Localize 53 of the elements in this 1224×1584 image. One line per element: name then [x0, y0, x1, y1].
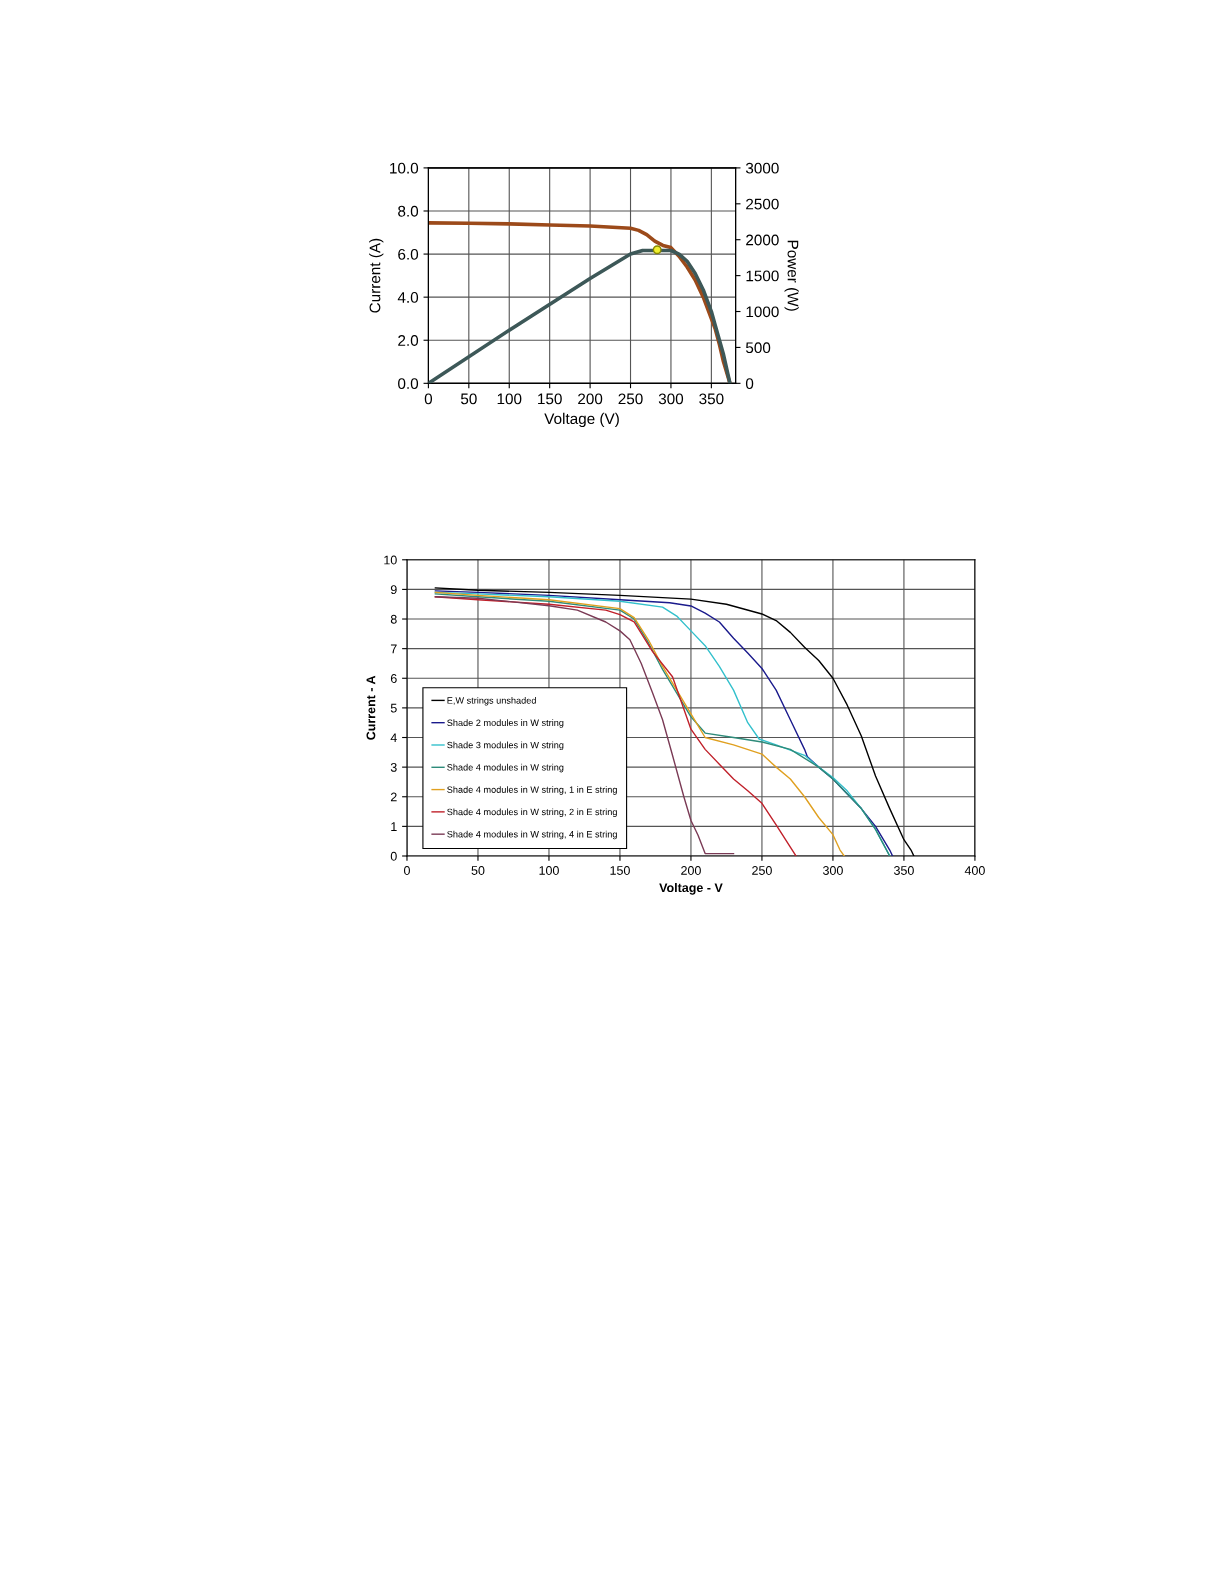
y-tick-label: 8.0 — [398, 205, 419, 217]
x-tick-label: 50 — [460, 393, 477, 405]
y-tick-label: 2 — [390, 792, 397, 802]
legend-label: Shade 4 modules in W string, 2 in E string — [447, 808, 617, 817]
y-axis-title: Current - A — [366, 675, 376, 740]
y-tick-label: 4.0 — [397, 292, 419, 303]
y-tick-label: 2.0 — [398, 335, 419, 346]
x-axis-title: Voltage (V) — [544, 412, 619, 428]
legend-label: Shade 2 modules in W string — [447, 719, 564, 728]
legend-label: Shade 4 modules in W string, 4 in E string — [447, 830, 617, 840]
y-tick-label: 7 — [390, 644, 397, 654]
line-series — [434, 596, 735, 855]
x-tick-label: 250 — [618, 393, 643, 405]
y-tick-label: 0.0 — [398, 378, 419, 390]
x-tick-label: 200 — [681, 866, 701, 875]
y2-axis-title: Power (W) — [784, 240, 799, 311]
y-tick-label: 0 — [390, 851, 397, 861]
x-tick-label: 100 — [497, 393, 522, 405]
legend-label: Shade 4 modules in W string — [447, 763, 564, 773]
x-tick-label: 250 — [752, 866, 772, 875]
y-tick-label: 5 — [390, 703, 397, 713]
x-tick-label: 400 — [964, 866, 985, 875]
y2-tick-label: 1000 — [746, 306, 779, 318]
x-tick-label: 150 — [610, 866, 630, 875]
legend-label: Shade 4 modules in W string, 1 in E string — [447, 786, 617, 795]
y2-tick-label: 0 — [745, 378, 754, 390]
x-tick-label: 350 — [699, 393, 724, 405]
y2-tick-label: 500 — [745, 342, 771, 354]
y-tick-label: 8 — [390, 614, 397, 624]
y-tick-label: 6 — [390, 674, 397, 683]
x-tick-label: 300 — [822, 866, 843, 875]
legend-label: E,W strings unshaded — [447, 696, 536, 706]
y-tick-label: 6.0 — [398, 248, 419, 260]
y-tick-label: 10 — [384, 555, 397, 565]
x-tick-label: 50 — [471, 866, 485, 875]
x-tick-label: 350 — [893, 866, 914, 875]
x-tick-label: 300 — [658, 393, 684, 405]
x-tick-label: 200 — [578, 393, 603, 405]
x-tick-label: 100 — [539, 866, 559, 875]
y-tick-label: 1 — [391, 822, 397, 831]
x-tick-label: 150 — [538, 393, 562, 405]
y-tick-label: 9 — [390, 585, 397, 595]
x-axis-title: Voltage - V — [659, 882, 723, 895]
y-axis-title: Current (A) — [369, 238, 384, 313]
y2-tick-label: 1500 — [746, 270, 779, 282]
y-tick-label: 4 — [390, 733, 397, 743]
x-tick-label: 0 — [424, 393, 433, 405]
y2-tick-label: 2500 — [746, 198, 779, 210]
y-tick-label: 3 — [390, 762, 397, 772]
legend-label: Shade 3 modules in W string — [447, 741, 564, 751]
y2-tick-label: 3000 — [745, 162, 779, 174]
y2-tick-label: 2000 — [746, 234, 779, 246]
y-tick-label: 10.0 — [390, 162, 419, 174]
